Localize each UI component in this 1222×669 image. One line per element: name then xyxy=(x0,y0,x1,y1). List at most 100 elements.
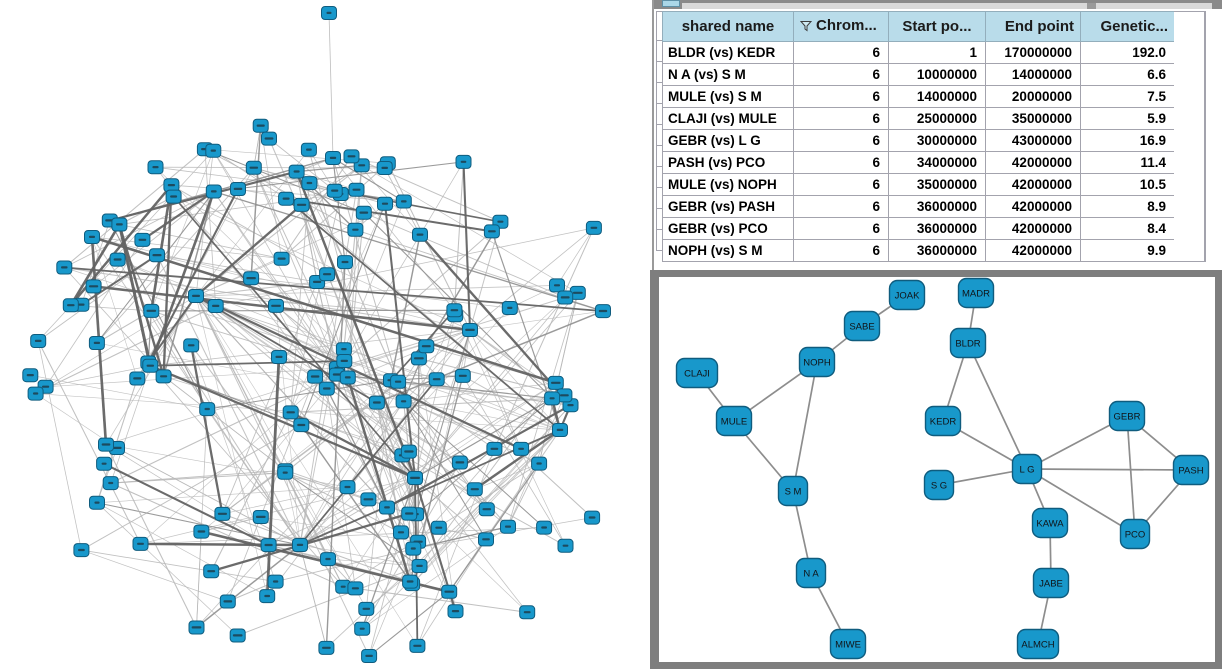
network-node[interactable] xyxy=(96,456,113,471)
network-node[interactable] xyxy=(205,184,222,199)
table-row[interactable]: NOPH (vs) S M 6 36000000 42000000 9.9 xyxy=(662,239,1175,262)
network-node[interactable] xyxy=(325,151,341,165)
network-node[interactable] xyxy=(84,230,100,244)
network-node[interactable] xyxy=(412,227,428,242)
network-node[interactable] xyxy=(22,368,39,383)
network-node[interactable] xyxy=(62,298,79,313)
network-node[interactable] xyxy=(355,205,372,220)
network-node-miwe[interactable]: MIWE xyxy=(829,628,867,660)
network-node[interactable] xyxy=(307,369,324,384)
network-node[interactable] xyxy=(451,455,468,470)
network-node[interactable] xyxy=(183,338,200,353)
network-node[interactable] xyxy=(27,386,44,401)
network-node[interactable] xyxy=(441,584,458,599)
network-node[interactable] xyxy=(454,368,471,383)
network-node[interactable] xyxy=(142,358,159,373)
network-node[interactable] xyxy=(368,395,385,410)
network-node[interactable] xyxy=(326,183,343,198)
column-header-genetic-[interactable]: Genetic... xyxy=(1080,11,1175,42)
network-node[interactable] xyxy=(109,252,126,267)
network-node[interactable] xyxy=(446,303,463,318)
network-node[interactable] xyxy=(595,304,611,319)
network-node[interactable] xyxy=(132,536,149,551)
network-node[interactable] xyxy=(30,334,47,348)
network-node[interactable] xyxy=(111,217,128,232)
network-node-jabe[interactable]: JABE xyxy=(1032,567,1070,599)
network-node[interactable] xyxy=(252,118,269,133)
full-network-pane[interactable] xyxy=(0,0,652,669)
network-node[interactable] xyxy=(501,301,518,315)
network-node-kawa[interactable]: KAWA xyxy=(1031,507,1069,539)
network-node-almch[interactable]: ALMCH xyxy=(1016,628,1060,660)
network-node[interactable] xyxy=(395,194,412,209)
network-node[interactable] xyxy=(500,519,516,534)
network-node[interactable] xyxy=(267,574,284,589)
network-node[interactable] xyxy=(320,552,336,567)
network-node[interactable] xyxy=(358,601,375,616)
network-node[interactable] xyxy=(400,444,417,459)
network-node[interactable] xyxy=(376,161,393,175)
network-node[interactable] xyxy=(354,621,371,636)
network-node[interactable] xyxy=(401,506,418,521)
network-node[interactable] xyxy=(466,482,483,497)
network-node[interactable] xyxy=(410,351,427,366)
network-node[interactable] xyxy=(319,267,336,282)
network-node[interactable] xyxy=(430,520,447,535)
network-node[interactable] xyxy=(584,510,601,525)
column-header-start-po-[interactable]: Start po... xyxy=(888,11,986,42)
network-node[interactable] xyxy=(129,371,146,386)
network-node[interactable] xyxy=(318,381,335,396)
network-node[interactable] xyxy=(519,605,536,620)
network-node[interactable] xyxy=(552,423,568,437)
network-node[interactable] xyxy=(219,594,236,609)
network-node[interactable] xyxy=(347,222,364,237)
subnetwork-panel[interactable]: JOAK MADR SABE BLDR NOPH CLAJI GEBR KEDR MULE L G… xyxy=(650,270,1222,669)
filter-funnel-icon[interactable] xyxy=(800,20,812,32)
network-node[interactable] xyxy=(134,232,151,247)
subnetwork-canvas[interactable]: JOAK MADR SABE BLDR NOPH CLAJI GEBR KEDR MULE L G… xyxy=(659,277,1215,662)
network-node[interactable] xyxy=(478,502,495,517)
network-node[interactable] xyxy=(282,405,299,420)
network-node-madr[interactable]: MADR xyxy=(957,277,995,309)
network-node[interactable] xyxy=(549,278,565,293)
network-node[interactable] xyxy=(230,182,246,196)
network-node[interactable] xyxy=(536,520,553,535)
table-row[interactable]: MULE (vs) NOPH 6 35000000 42000000 10.5 xyxy=(662,173,1175,196)
network-node[interactable] xyxy=(207,299,224,313)
scrollbar-handle-sliver[interactable] xyxy=(1087,3,1096,9)
network-node-claji[interactable]: CLAJI xyxy=(675,357,719,389)
network-node-gebr[interactable]: GEBR xyxy=(1108,400,1146,432)
network-node[interactable] xyxy=(147,160,164,175)
network-node-l-g[interactable]: L G xyxy=(1011,453,1043,485)
network-node[interactable] xyxy=(163,178,180,193)
network-node[interactable] xyxy=(557,290,574,305)
network-node[interactable] xyxy=(199,402,216,417)
network-node[interactable] xyxy=(165,189,182,204)
network-node[interactable] xyxy=(361,649,378,663)
network-node[interactable] xyxy=(360,492,377,507)
network-node[interactable] xyxy=(259,589,276,604)
network-node[interactable] xyxy=(301,176,318,191)
network-node[interactable] xyxy=(149,248,165,263)
network-node[interactable] xyxy=(486,441,503,456)
network-node[interactable] xyxy=(288,164,305,179)
network-node[interactable] xyxy=(292,538,308,552)
network-node[interactable] xyxy=(390,374,407,389)
network-node[interactable] xyxy=(455,154,472,169)
network-node[interactable] xyxy=(428,372,445,387)
network-node[interactable] xyxy=(143,303,160,318)
network-node[interactable] xyxy=(89,495,105,510)
network-node[interactable] xyxy=(293,197,310,212)
network-node[interactable] xyxy=(407,471,423,485)
network-node[interactable] xyxy=(513,441,530,456)
network-node[interactable] xyxy=(544,391,561,406)
network-node-pco[interactable]: PCO xyxy=(1119,518,1151,550)
table-row[interactable]: GEBR (vs) PASH 6 36000000 42000000 8.9 xyxy=(662,195,1175,218)
network-node-s-m[interactable]: S M xyxy=(777,475,809,507)
network-node[interactable] xyxy=(531,456,548,471)
network-node[interactable] xyxy=(339,370,356,385)
network-node[interactable] xyxy=(337,255,353,270)
network-node[interactable] xyxy=(343,149,360,164)
column-header-shared-name[interactable]: shared name xyxy=(662,11,794,42)
network-node-bldr[interactable]: BLDR xyxy=(949,327,987,359)
